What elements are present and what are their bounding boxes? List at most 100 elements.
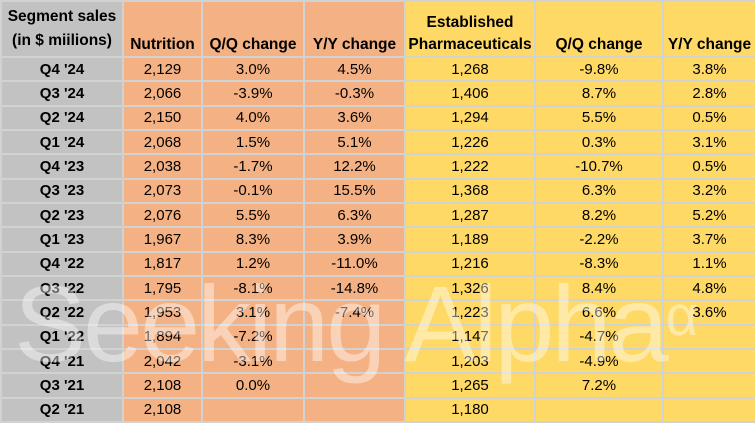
cell: 5.1% <box>303 128 406 156</box>
cell: 7.2% <box>534 372 664 399</box>
cell: -3.9% <box>201 80 305 107</box>
cell: 3.6% <box>662 299 755 326</box>
table-row: Q3 '22 1,795 -8.1% -14.8% 1,326 8.4% 4.8% <box>0 274 755 302</box>
cell: 3.6% <box>303 104 406 131</box>
cell: 1,180 <box>404 396 536 423</box>
cell: 1,222 <box>404 153 536 180</box>
cell: 8.3% <box>201 226 305 253</box>
row-label: Q1 '24 <box>0 128 124 156</box>
row-label: Q3 '24 <box>0 80 124 107</box>
row-label: Q2 '22 <box>0 299 124 326</box>
cell: 0.5% <box>662 153 755 180</box>
cell: 1,287 <box>404 201 536 229</box>
cell <box>303 323 406 350</box>
cell: 1,268 <box>404 55 536 83</box>
cell: 4.5% <box>303 55 406 83</box>
cell <box>303 372 406 399</box>
cell: 1,147 <box>404 323 536 350</box>
row-label: Q1 '22 <box>0 323 124 350</box>
corner-header-line1: Segment sales <box>7 8 117 25</box>
cell: 1,817 <box>122 250 203 277</box>
column-header-line: Q/Q change <box>555 36 643 53</box>
cell: -11.0% <box>303 250 406 277</box>
cell: 12.2% <box>303 153 406 180</box>
table-row: Q2 '22 1,953 3.1% -7.4% 1,223 6.6% 3.6% <box>0 299 755 326</box>
table-row: Q2 '21 2,108 1,180 <box>0 396 755 423</box>
table-row: Q2 '24 2,150 4.0% 3.6% 1,294 5.5% 0.5% <box>0 104 755 131</box>
table-row: Q4 '23 2,038 -1.7% 12.2% 1,222 -10.7% 0.5% <box>0 153 755 180</box>
cell: 0.0% <box>201 372 305 399</box>
cell: -8.3% <box>534 250 664 277</box>
cell: 1,368 <box>404 177 536 204</box>
cell: 1,226 <box>404 128 536 156</box>
column-header-nutrition-yy: Y/Y change <box>303 0 406 58</box>
cell <box>303 347 406 375</box>
cell <box>662 347 755 375</box>
cell: 8.2% <box>534 201 664 229</box>
cell: 1,326 <box>404 274 536 302</box>
column-header-nutrition-qq: Q/Q change <box>201 0 305 58</box>
row-label: Q2 '24 <box>0 104 124 131</box>
row-label: Q1 '23 <box>0 226 124 253</box>
cell: 1,795 <box>122 274 203 302</box>
cell: 15.5% <box>303 177 406 204</box>
table-row: Q1 '22 1,894 -7.2% 1,147 -4.7% <box>0 323 755 350</box>
cell: -4.7% <box>534 323 664 350</box>
row-label: Q2 '21 <box>0 396 124 423</box>
table-row: Q2 '23 2,076 5.5% 6.3% 1,287 8.2% 5.2% <box>0 201 755 229</box>
table-row: Q1 '23 1,967 8.3% 3.9% 1,189 -2.2% 3.7% <box>0 226 755 253</box>
cell <box>662 396 755 423</box>
column-header-pharma-qq: Q/Q change <box>534 0 664 58</box>
table-row: Q3 '23 2,073 -0.1% 15.5% 1,368 6.3% 3.2% <box>0 177 755 204</box>
cell: 0.3% <box>534 128 664 156</box>
cell: 5.5% <box>201 201 305 229</box>
cell: 1,953 <box>122 299 203 326</box>
cell: 2,076 <box>122 201 203 229</box>
cell <box>662 372 755 399</box>
cell: 2,038 <box>122 153 203 180</box>
table-row: Q4 '21 2,042 -3.1% 1,203 -4.9% <box>0 347 755 375</box>
cell: 2,108 <box>122 396 203 423</box>
cell: 3.0% <box>201 55 305 83</box>
row-label: Q3 '23 <box>0 177 124 204</box>
cell: 3.7% <box>662 226 755 253</box>
column-header-line: Q/Q change <box>209 36 297 53</box>
cell: 1,967 <box>122 226 203 253</box>
cell: 1,203 <box>404 347 536 375</box>
cell: 1,894 <box>122 323 203 350</box>
cell: 1,223 <box>404 299 536 326</box>
column-header-line: Y/Y change <box>667 36 752 53</box>
cell: 1,216 <box>404 250 536 277</box>
cell: -7.4% <box>303 299 406 326</box>
table-row: Q3 '21 2,108 0.0% 1,265 7.2% <box>0 372 755 399</box>
cell: -4.9% <box>534 347 664 375</box>
cell: 6.6% <box>534 299 664 326</box>
row-label: Q4 '24 <box>0 55 124 83</box>
cell: 5.2% <box>662 201 755 229</box>
cell: 6.3% <box>534 177 664 204</box>
row-label: Q3 '21 <box>0 372 124 399</box>
cell <box>662 323 755 350</box>
column-header-line: Established <box>426 14 514 31</box>
cell: 3.8% <box>662 55 755 83</box>
table-row: Q4 '24 2,129 3.0% 4.5% 1,268 -9.8% 3.8% <box>0 55 755 83</box>
cell: 1.2% <box>201 250 305 277</box>
cell: -0.3% <box>303 80 406 107</box>
row-label: Q3 '22 <box>0 274 124 302</box>
cell: 3.2% <box>662 177 755 204</box>
table-row: Q3 '24 2,066 -3.9% -0.3% 1,406 8.7% 2.8% <box>0 80 755 107</box>
cell: -14.8% <box>303 274 406 302</box>
cell: 5.5% <box>534 104 664 131</box>
column-header-line: Y/Y change <box>312 36 397 53</box>
column-header-line: Nutrition <box>130 36 195 53</box>
cell: -2.2% <box>534 226 664 253</box>
cell: 8.7% <box>534 80 664 107</box>
cell <box>303 396 406 423</box>
cell: -9.8% <box>534 55 664 83</box>
row-label: Q4 '23 <box>0 153 124 180</box>
row-label: Q4 '22 <box>0 250 124 277</box>
cell <box>534 396 664 423</box>
cell: -7.2% <box>201 323 305 350</box>
